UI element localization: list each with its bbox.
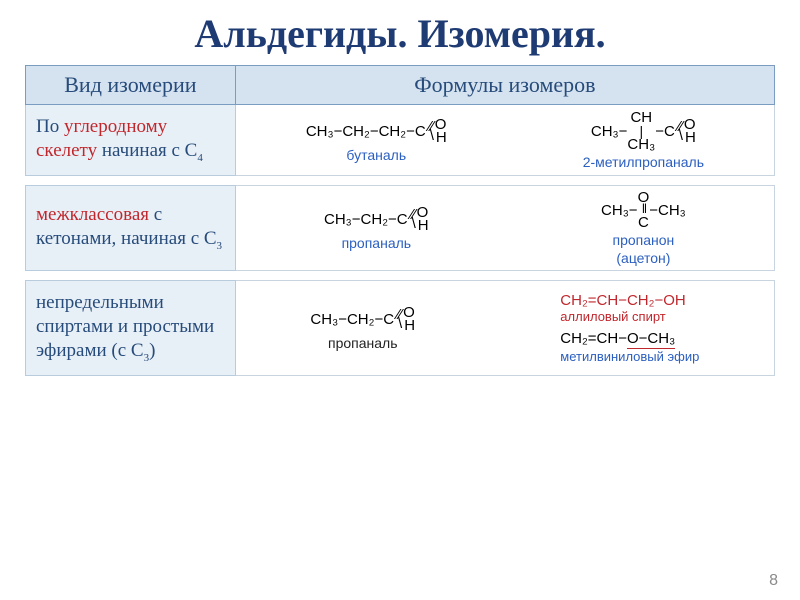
branch-icon: CH | CH₃ (627, 110, 655, 152)
label-sub: 4 (197, 152, 203, 164)
table-row: непредельными спиртами и простыми эфирам… (26, 281, 775, 376)
row3-formulas: CH₃−CH₂−C ⁄⁄O \H пропаналь CH₂=CH−CH₂−OH… (235, 281, 774, 376)
cho-h: H (685, 130, 696, 145)
chain-text: CH₃− (591, 123, 628, 140)
cho-h: H (404, 318, 415, 333)
row3-right-column: CH₂=CH−CH₂−OH аллиловый спирт CH₂=CH−O−C… (560, 292, 699, 364)
isomerism-table: Вид изомерии Формулы изомеров По углерод… (25, 65, 775, 376)
row3-label: непредельными спиртами и простыми эфирам… (26, 281, 236, 376)
header-col2: Формулы изомеров (235, 66, 774, 105)
cho-h: H (436, 130, 447, 145)
cho-group-icon: ⁄⁄O \H (396, 305, 415, 333)
molecule-name: пропаналь (342, 235, 412, 251)
row2-label: межклассовая с кетонами, начиная с С3 (26, 186, 236, 271)
formula-methylvinyl-ether: CH₂=CH−O−CH₃ (560, 330, 699, 349)
row1-formulas: CH₃−CH₂−CH₂−C ⁄⁄O \H бутаналь CH₃− CH | (235, 105, 774, 176)
molecule-name: метилвиниловый эфир (560, 349, 699, 364)
molecule-name: пропанон (613, 232, 675, 248)
page-title: Альдегиды. Изомерия. (0, 0, 800, 65)
molecule-propanal-2: CH₃−CH₂−C ⁄⁄O \H пропаналь (310, 305, 415, 351)
cho-group-icon: ⁄⁄O \H (410, 205, 429, 233)
formula-part: CH₂=CH− (560, 330, 627, 347)
label-text: ) (149, 340, 155, 361)
table-row: По углеродному скелету начиная с С4 CH₃−… (26, 105, 775, 176)
molecule-subname: (ацетон) (616, 250, 670, 266)
table-header-row: Вид изомерии Формулы изомеров (26, 66, 775, 105)
molecule-butanal: CH₃−CH₂−CH₂−C ⁄⁄O \H бутаналь (306, 117, 447, 163)
cho-group-icon: ⁄⁄O \H (428, 117, 447, 145)
chain-text: CH₃− (601, 202, 638, 219)
label-text: По (36, 116, 64, 137)
label-highlight: межклассовая (36, 204, 149, 225)
ketone-c: C (638, 215, 649, 230)
molecule-name: пропаналь (328, 335, 398, 351)
label-text: начиная с С (97, 140, 197, 161)
chain-text: CH₃−CH₂−C (310, 311, 394, 328)
label-text: непредельными спиртами и простыми эфирам… (36, 292, 214, 361)
cho-h: H (418, 218, 429, 233)
row2-formulas: CH₃−CH₂−C ⁄⁄O \H пропаналь CH₃− O ǁ (235, 186, 774, 271)
formula-allyl-alcohol: CH₂=CH−CH₂−OH (560, 292, 685, 309)
molecule-name: бутаналь (346, 147, 406, 163)
chain-text: CH₃−CH₂−CH₂−C (306, 123, 426, 140)
formula-underlined: O−CH₃ (627, 330, 675, 349)
ketone-icon: O ǁ C (638, 190, 650, 230)
row1-label: По углеродному скелету начиная с С4 (26, 105, 236, 176)
molecule-name: аллиловый спирт (560, 309, 685, 324)
molecule-propanal: CH₃−CH₂−C ⁄⁄O \H пропаналь (324, 205, 429, 251)
molecule-2-methylpropanal: CH₃− CH | CH₃ −C ⁄⁄O \H 2-метилпропаналь (583, 110, 704, 170)
molecule-name: 2-метилпропаналь (583, 154, 704, 170)
header-col1: Вид изомерии (26, 66, 236, 105)
chain-text: CH₃−CH₂−C (324, 211, 408, 228)
chain-text: −C (655, 123, 675, 140)
table-row: межклассовая с кетонами, начиная с С3 CH… (26, 186, 775, 271)
cho-group-icon: ⁄⁄O \H (677, 117, 696, 145)
page-number: 8 (769, 572, 778, 590)
branch-bottom: CH₃ (627, 137, 655, 152)
chain-text: −CH₃ (649, 202, 686, 219)
molecule-propanone: CH₃− O ǁ C −CH₃ пропанон (ацетон) (601, 190, 686, 266)
label-sub: 3 (217, 240, 223, 252)
